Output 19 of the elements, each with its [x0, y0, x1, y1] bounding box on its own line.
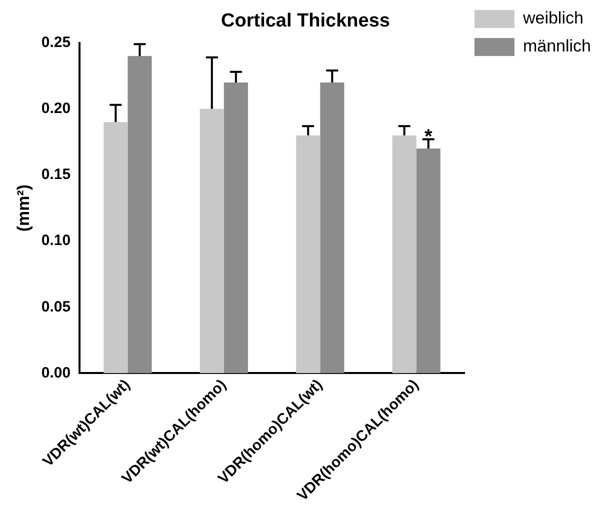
legend-label: weiblich: [522, 8, 584, 28]
y-tick-label: 0.05: [41, 298, 71, 316]
bar: [392, 135, 416, 374]
legend-label: männlich: [522, 36, 592, 56]
bar: [104, 122, 128, 374]
y-axis-title: (mm²): [14, 184, 33, 232]
bar: [200, 108, 224, 374]
bar: [128, 56, 152, 374]
bar: [416, 148, 440, 374]
y-tick-label: 0.10: [41, 232, 71, 250]
y-tick-label: 0.25: [41, 34, 71, 51]
chart-title: Cortical Thickness: [221, 10, 390, 32]
bar: [296, 135, 320, 374]
annotation: *: [424, 126, 432, 148]
y-tick-label: 0.15: [41, 166, 71, 184]
bar: [320, 82, 344, 374]
bar: [224, 82, 248, 374]
y-tick-label: 0.20: [41, 100, 71, 118]
y-tick-label: 0.00: [41, 364, 71, 382]
